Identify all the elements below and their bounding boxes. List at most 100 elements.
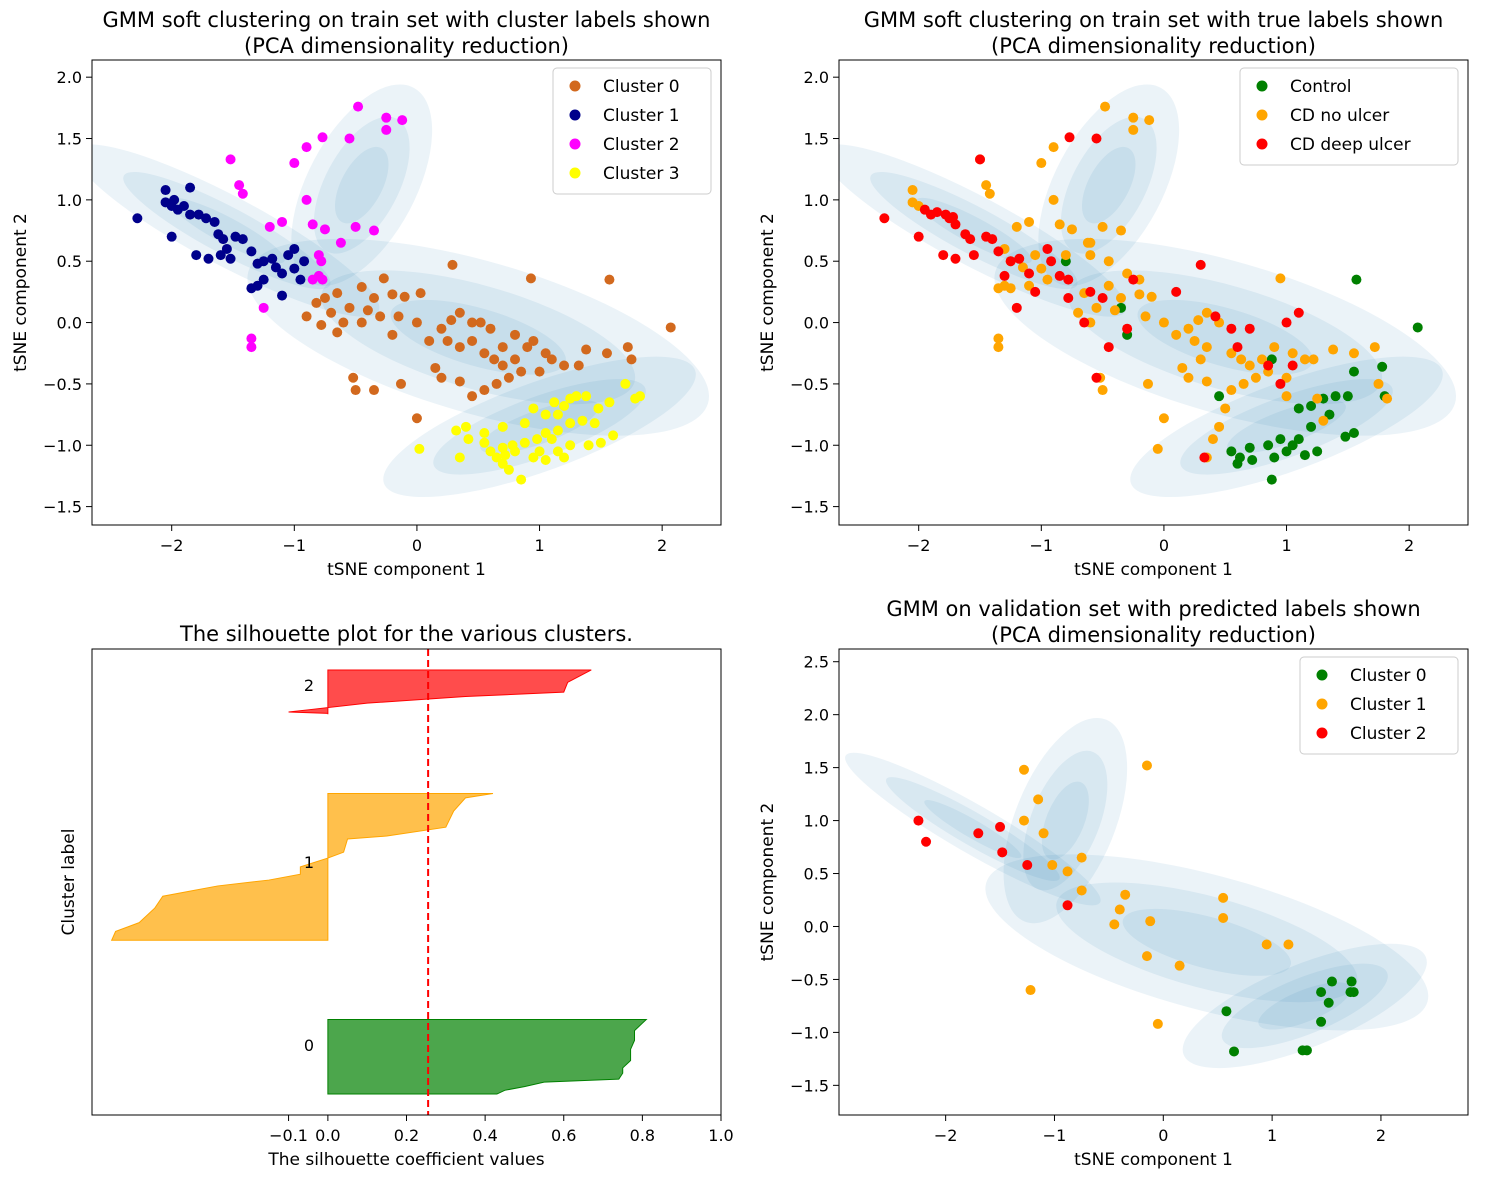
legend-entry: Cluster 2	[603, 135, 680, 155]
data-point	[1103, 280, 1114, 291]
legend: Cluster 0 Cluster 1 Cluster 2	[1299, 656, 1459, 755]
data-point	[1269, 342, 1280, 353]
data-point	[1022, 860, 1033, 871]
data-point	[1017, 262, 1028, 273]
data-point	[258, 274, 269, 285]
data-point	[921, 836, 932, 847]
legend-entry: Cluster 0	[1350, 666, 1427, 686]
data-point	[1348, 427, 1359, 438]
data-point	[1024, 268, 1035, 279]
chart-title: The silhouette plot for the various clus…	[179, 622, 633, 646]
data-point	[1122, 268, 1133, 279]
data-point	[665, 322, 676, 333]
data-point	[1076, 885, 1087, 896]
legend-entry: Cluster 1	[1350, 695, 1427, 715]
data-point	[1116, 293, 1127, 304]
data-point	[454, 376, 465, 387]
data-point	[411, 413, 422, 424]
plot-area	[845, 717, 1429, 1069]
data-point	[913, 815, 924, 826]
y-tick-label: −0.5	[43, 375, 82, 394]
data-point	[552, 446, 563, 457]
data-point	[277, 216, 288, 227]
x-tick-label: −2	[934, 1126, 958, 1145]
data-point	[622, 342, 633, 353]
data-point	[1412, 322, 1423, 333]
data-point	[1062, 866, 1073, 877]
data-point	[1171, 329, 1182, 340]
data-point	[344, 302, 355, 313]
data-point	[620, 378, 631, 389]
legend-entry: Cluster 2	[1350, 724, 1427, 744]
data-point	[1177, 362, 1188, 373]
data-point	[1152, 1018, 1163, 1029]
data-point	[1085, 286, 1096, 297]
data-point	[246, 333, 257, 344]
data-point	[1011, 221, 1022, 232]
y-tick-label: 1.5	[804, 759, 829, 778]
chart-p3: The silhouette plot for the various clus…	[59, 622, 734, 1170]
data-point	[1048, 142, 1059, 153]
x-tick-label: 0.0	[315, 1126, 340, 1145]
chart-subtitle: (PCA dimensionality reduction)	[991, 34, 1316, 58]
data-point	[350, 385, 361, 396]
data-point	[497, 360, 508, 371]
data-point	[289, 243, 300, 254]
data-point	[1293, 434, 1304, 445]
data-point	[604, 274, 615, 285]
y-tick-label: 0.5	[804, 252, 829, 271]
data-point	[1054, 219, 1065, 230]
data-point	[1238, 378, 1249, 389]
axes-frame	[91, 59, 722, 526]
data-point	[1306, 400, 1317, 411]
legend-marker	[1316, 698, 1328, 710]
data-point	[510, 354, 521, 365]
data-point	[1048, 194, 1059, 205]
data-point	[993, 333, 1004, 344]
cluster-label-1: 1	[304, 853, 314, 872]
data-point	[997, 847, 1008, 858]
data-point	[546, 354, 557, 365]
data-point	[344, 133, 355, 144]
data-point	[522, 342, 533, 353]
data-point	[215, 250, 226, 261]
data-point	[1221, 1006, 1232, 1017]
data-point	[1266, 474, 1277, 485]
data-point	[191, 250, 202, 261]
data-point	[1201, 376, 1212, 387]
data-point	[1318, 415, 1329, 426]
gmm-ellipse-0-level-1	[1060, 116, 1157, 254]
legend-frame	[552, 67, 712, 195]
data-point	[316, 320, 327, 331]
cluster-label-0: 0	[304, 1036, 314, 1055]
legend: Control CD no ulcer CD deep ulcer	[1239, 67, 1459, 166]
y-tick-label: 1.0	[57, 191, 82, 210]
data-point	[203, 253, 214, 264]
data-point	[447, 259, 458, 270]
data-point	[497, 458, 508, 469]
data-point	[993, 342, 1004, 353]
data-point	[1024, 216, 1035, 227]
data-point	[1283, 939, 1294, 950]
data-point	[1141, 951, 1152, 962]
data-point	[169, 194, 180, 205]
data-point	[295, 274, 306, 285]
axes-frame	[91, 648, 722, 1116]
data-point	[1128, 124, 1139, 135]
chart-subtitle: (PCA dimensionality reduction)	[991, 623, 1316, 647]
data-point	[1060, 250, 1071, 261]
data-point	[1275, 378, 1286, 389]
legend-marker	[1256, 80, 1268, 92]
data-point	[237, 188, 248, 199]
data-point	[270, 262, 281, 273]
gmm-ellipse-0-level-2	[1082, 146, 1136, 224]
data-point	[1316, 987, 1327, 998]
gmm-ellipse-3-level-2	[480, 400, 599, 454]
data-point	[1324, 409, 1335, 420]
data-point	[132, 213, 143, 224]
chart-p4: GMM on validation set with predicted lab…	[758, 597, 1469, 1170]
data-point	[1038, 828, 1049, 839]
data-point	[1171, 286, 1182, 297]
data-point	[378, 273, 389, 284]
